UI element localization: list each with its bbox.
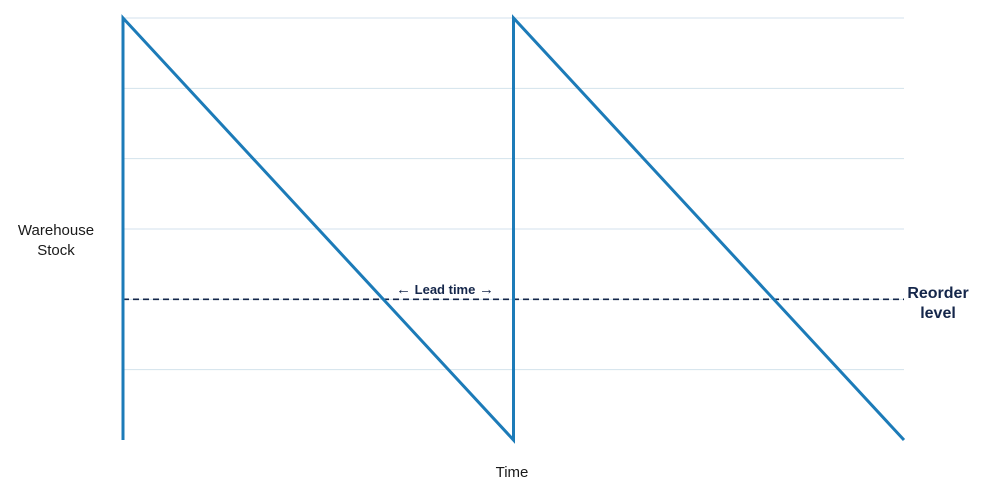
arrow-right-icon: →: [478, 281, 494, 298]
reorder-level-label: Reorder level: [900, 284, 976, 324]
stock-level-line: [121, 14, 906, 444]
y-axis-label: Warehouse Stock: [6, 221, 106, 261]
x-axis-label: Time: [495, 464, 529, 481]
reorder-level-label-line: Reorder: [907, 285, 969, 302]
arrow-left-icon: ←: [396, 281, 412, 298]
lead-time-annotation: ← Lead time →: [360, 281, 530, 298]
y-axis-label-line: Warehouse: [17, 222, 95, 239]
reorder-level-label-line: level: [920, 305, 956, 322]
series-layer: [121, 14, 906, 444]
y-axis-label-line: Stock: [37, 242, 75, 259]
lead-time-text: Lead time: [414, 282, 476, 297]
